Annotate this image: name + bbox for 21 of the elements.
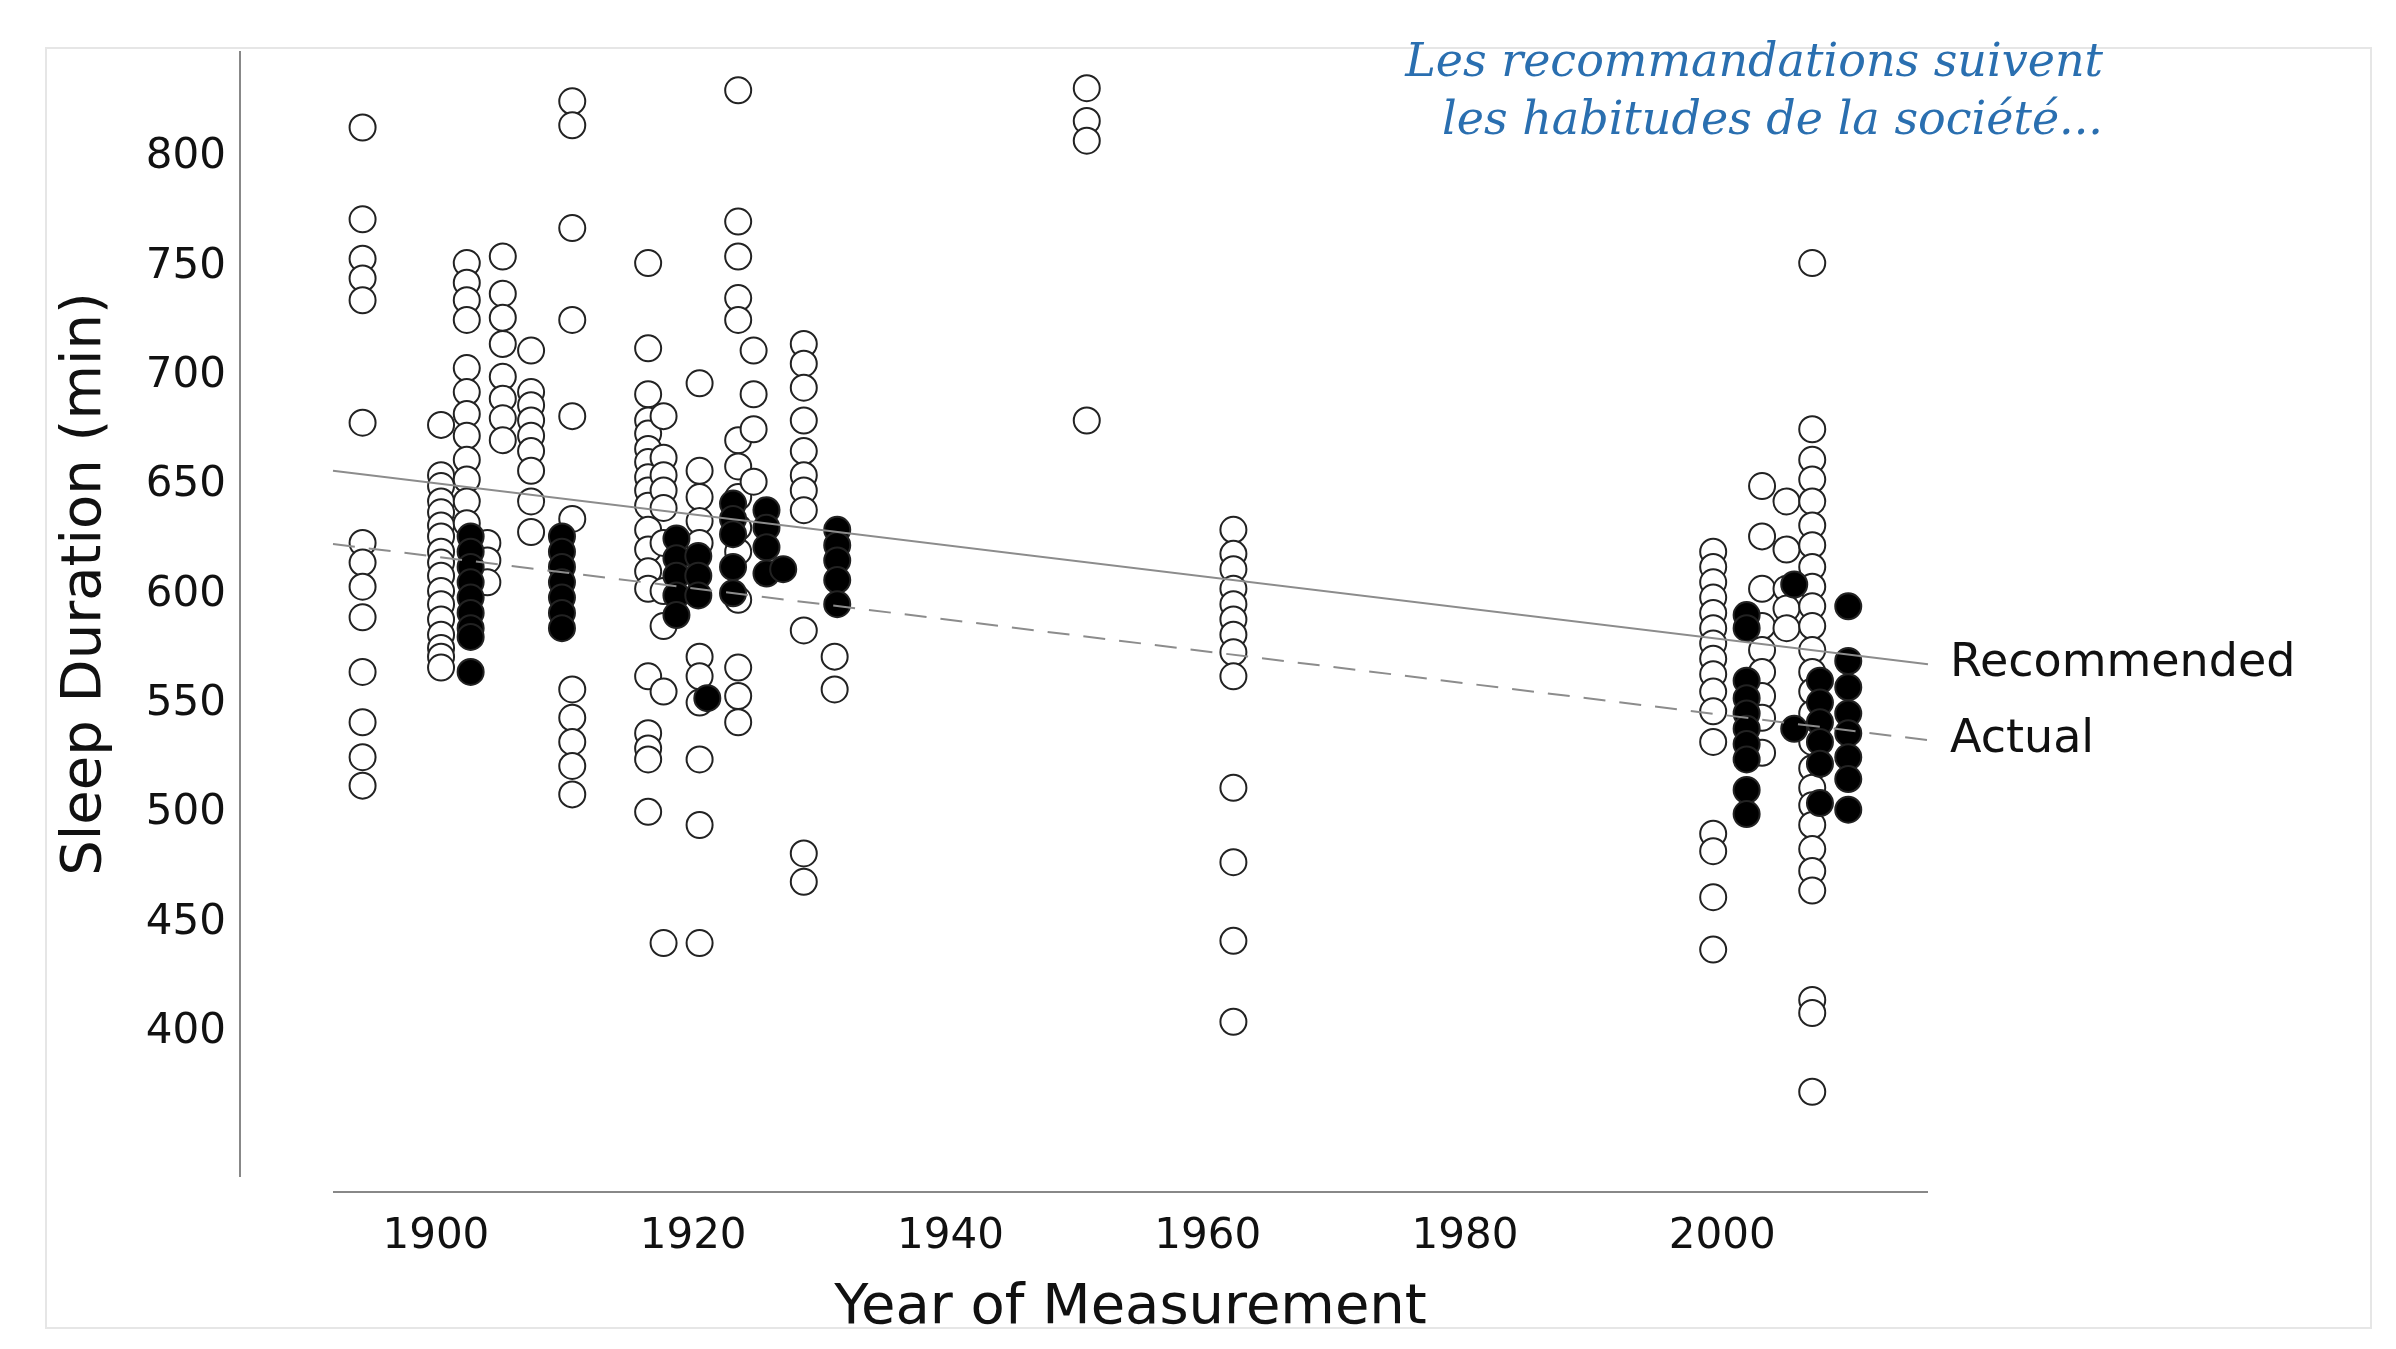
y-tick-label: 550 [145,676,226,726]
y-tick-label: 400 [145,1004,226,1054]
y-tick-label: 450 [145,894,226,944]
x-tick-label: 2000 [1668,1209,1776,1258]
x-tick-label: 1960 [1154,1209,1262,1258]
y-tick-label: 600 [145,566,226,616]
x-tick-label: 1900 [382,1209,490,1258]
y-tick-label: 700 [145,348,226,398]
x-tick-label: 1920 [639,1209,747,1258]
y-tick-label: 800 [145,129,226,179]
y-tick-label: 500 [145,785,226,835]
series-label: Actual [1950,709,2095,764]
annotation: Les recommandations suivent [1404,33,2104,87]
y-axis-title: Sleep Duration (min) [48,292,113,876]
x-tick-label: 1980 [1411,1209,1519,1258]
y-tick-label: 650 [145,457,226,507]
y-tick-label: 750 [145,238,226,288]
annotation: les habitudes de la société... [1441,91,2103,145]
x-tick-label: 1940 [896,1209,1004,1258]
x-axis-title: Year of Measurement [833,1271,1427,1336]
series-label: Recommended [1950,633,2296,688]
